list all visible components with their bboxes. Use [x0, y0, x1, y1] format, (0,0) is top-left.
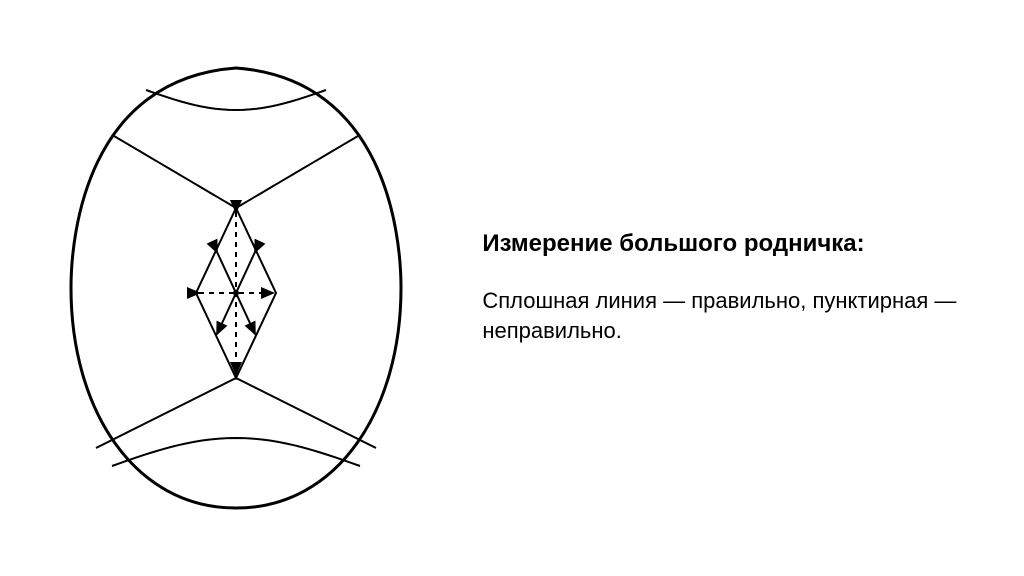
diagram-caption: Сплошная линия — правильно, пунктирная —… [482, 286, 994, 345]
diagram-column [0, 0, 472, 576]
text-column: Измерение большого родничка: Сплошная ли… [472, 230, 1024, 345]
fontanelle-diagram [36, 38, 436, 538]
diagram-title: Измерение большого родничка: [482, 230, 994, 258]
